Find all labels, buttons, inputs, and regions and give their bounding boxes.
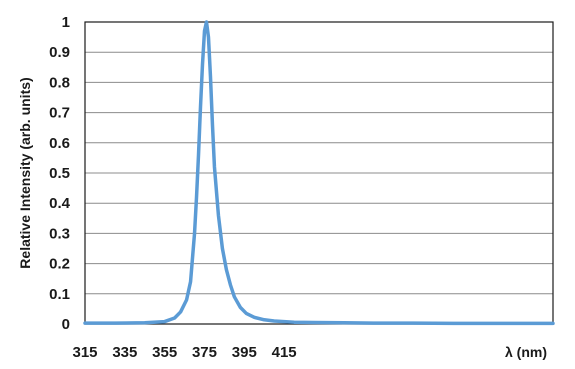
y-tick-label: 0.3 bbox=[49, 225, 70, 242]
gridlines bbox=[85, 51, 553, 295]
y-tick-label: 0.1 bbox=[49, 286, 70, 303]
x-tick-label: 335 bbox=[112, 344, 137, 361]
x-tick-label: 415 bbox=[272, 344, 297, 361]
y-tick-label: 0.9 bbox=[49, 44, 70, 61]
y-tick-label: 0.6 bbox=[49, 135, 70, 152]
y-tick-label: 0.5 bbox=[49, 165, 70, 182]
x-tick-label: 375 bbox=[192, 344, 217, 361]
x-tick-label: 355 bbox=[152, 344, 177, 361]
y-tick-label: 0.7 bbox=[49, 105, 70, 122]
x-tick-label: 395 bbox=[232, 344, 257, 361]
y-tick-label: 0.8 bbox=[49, 74, 70, 91]
series-line bbox=[83, 20, 555, 326]
y-tick-label: 1 bbox=[62, 14, 70, 31]
y-tick-label: 0.4 bbox=[49, 195, 71, 212]
x-axis-title: λ (nm) bbox=[505, 344, 547, 360]
y-axis-title: Relative Intensity (arb. units) bbox=[17, 77, 33, 268]
x-tick-label: 315 bbox=[72, 344, 97, 361]
y-tick-label: 0.2 bbox=[49, 256, 70, 273]
y-tick-label: 0 bbox=[62, 316, 70, 333]
y-tick-labels: 0 0.1 0.2 0.3 0.4 0.5 0.6 0.7 0.8 0.9 1 bbox=[49, 14, 71, 333]
x-tick-labels: 315 335 355 375 395 415 bbox=[72, 344, 296, 361]
